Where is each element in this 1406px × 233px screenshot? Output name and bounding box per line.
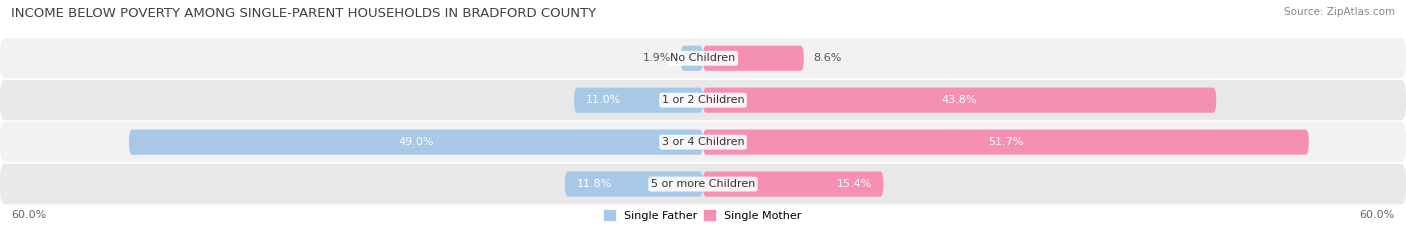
FancyBboxPatch shape bbox=[681, 46, 703, 71]
FancyBboxPatch shape bbox=[703, 130, 1309, 155]
FancyBboxPatch shape bbox=[0, 38, 1406, 78]
FancyBboxPatch shape bbox=[0, 80, 1406, 120]
FancyBboxPatch shape bbox=[703, 171, 883, 197]
Text: 49.0%: 49.0% bbox=[398, 137, 433, 147]
Text: 51.7%: 51.7% bbox=[988, 137, 1024, 147]
Text: 15.4%: 15.4% bbox=[837, 179, 872, 189]
Text: 3 or 4 Children: 3 or 4 Children bbox=[662, 137, 744, 147]
Text: 8.6%: 8.6% bbox=[813, 53, 842, 63]
Text: 5 or more Children: 5 or more Children bbox=[651, 179, 755, 189]
FancyBboxPatch shape bbox=[703, 88, 1216, 113]
Text: No Children: No Children bbox=[671, 53, 735, 63]
FancyBboxPatch shape bbox=[0, 122, 1406, 162]
FancyBboxPatch shape bbox=[565, 171, 703, 197]
FancyBboxPatch shape bbox=[0, 164, 1406, 204]
Legend: Single Father, Single Mother: Single Father, Single Mother bbox=[600, 206, 806, 225]
Text: Source: ZipAtlas.com: Source: ZipAtlas.com bbox=[1284, 7, 1395, 17]
Text: 11.0%: 11.0% bbox=[586, 95, 621, 105]
Text: 60.0%: 60.0% bbox=[1360, 210, 1395, 220]
Text: 1.9%: 1.9% bbox=[643, 53, 672, 63]
Text: 60.0%: 60.0% bbox=[11, 210, 46, 220]
FancyBboxPatch shape bbox=[703, 46, 804, 71]
FancyBboxPatch shape bbox=[574, 88, 703, 113]
FancyBboxPatch shape bbox=[129, 130, 703, 155]
Text: INCOME BELOW POVERTY AMONG SINGLE-PARENT HOUSEHOLDS IN BRADFORD COUNTY: INCOME BELOW POVERTY AMONG SINGLE-PARENT… bbox=[11, 7, 596, 20]
Text: 1 or 2 Children: 1 or 2 Children bbox=[662, 95, 744, 105]
Text: 43.8%: 43.8% bbox=[942, 95, 977, 105]
Text: 11.8%: 11.8% bbox=[576, 179, 612, 189]
